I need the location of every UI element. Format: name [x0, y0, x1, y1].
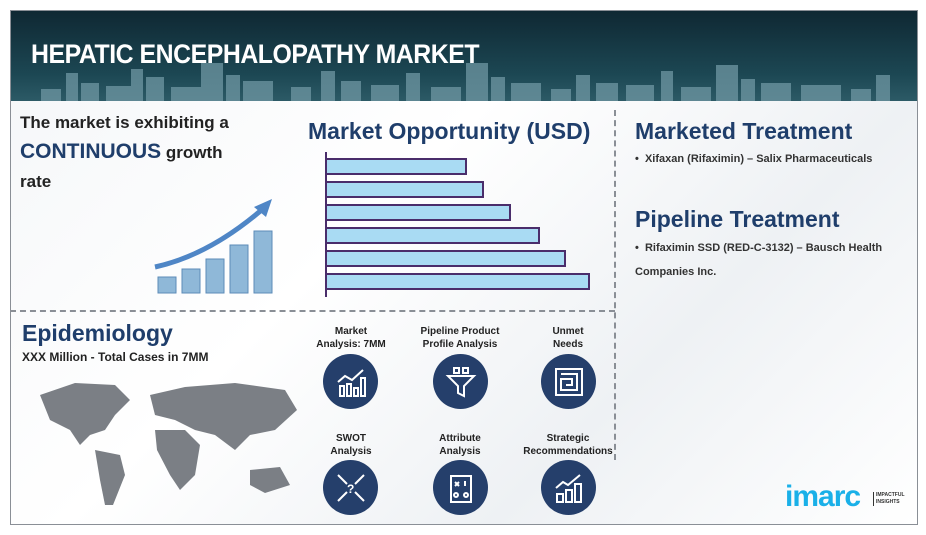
divider — [10, 310, 615, 312]
svg-text:?: ? — [347, 482, 354, 496]
service-label: Unmet Needs — [513, 325, 623, 351]
service-label: Pipeline Product Profile Analysis — [405, 325, 515, 351]
service-label: Strategic Recommendations — [513, 432, 623, 458]
logo-tagline: IMPACTFUL INSIGHTS — [873, 492, 905, 506]
growth-line1: The market is exhibiting a — [20, 113, 229, 132]
imarc-logo: imarc — [785, 480, 861, 513]
funnel-icon — [433, 354, 488, 409]
service-label-line1: Market — [334, 326, 368, 337]
pipeline-item: • Rifaximin SSD (RED-C-3132) – Bausch He… — [635, 242, 883, 278]
marketed-item: • Xifaxan (Rifaximin) – Salix Pharmaceut… — [635, 153, 873, 165]
maze-icon — [541, 354, 596, 409]
epidemiology-subtitle: XXX Million - Total Cases in 7MM — [22, 350, 209, 364]
opportunity-bar — [327, 158, 467, 175]
service-label-line2: Needs — [552, 339, 583, 350]
growth-emphasis: CONTINUOUS — [20, 140, 162, 163]
tagline-line2: INSIGHTS — [876, 499, 900, 505]
service-label-line2: Profile Analysis — [422, 339, 498, 350]
service-label-line1: Strategic — [546, 433, 590, 444]
pipeline-item-text: Rifaximin SSD (RED-C-3132) – Bausch Heal… — [635, 242, 883, 278]
service-label: SWOT Analysis — [296, 432, 406, 458]
marketed-treatment-title: Marketed Treatment — [635, 118, 853, 144]
service-label-line1: Unmet — [552, 326, 584, 337]
growth-line2: growth — [165, 143, 223, 162]
tagline-line1: IMPACTFUL — [876, 492, 905, 498]
clipboard-icon — [433, 460, 488, 515]
service-label-line2: Analysis — [439, 446, 481, 457]
epidemiology-title: Epidemiology — [22, 320, 173, 346]
service-label-line2: Analysis: 7MM — [316, 339, 386, 350]
growth-statement: The market is exhibiting a CONTINUOUS gr… — [20, 108, 270, 196]
swot-icon: ? — [323, 460, 378, 515]
marketed-item-text: Xifaxan (Rifaximin) – Salix Pharmaceutic… — [644, 153, 873, 165]
opportunity-bar — [327, 181, 484, 198]
service-label: Attribute Analysis — [405, 432, 515, 458]
service-label-line1: SWOT — [336, 433, 366, 444]
service-label: Market Analysis: 7MM — [296, 325, 406, 351]
market-opportunity-title: Market Opportunity (USD) — [308, 118, 591, 144]
page-title: HEPATIC ENCEPHALOPATHY MARKET — [31, 39, 480, 69]
pipeline-treatment-title: Pipeline Treatment — [635, 206, 840, 232]
skyline-illustration — [41, 63, 890, 101]
chart-icon — [323, 354, 378, 409]
opportunity-bar — [327, 227, 540, 244]
opportunity-bar — [327, 250, 566, 267]
growth-line3: rate — [20, 172, 52, 191]
service-label-line2: Recommendations — [523, 446, 613, 457]
service-label-line1: Attribute — [439, 433, 481, 444]
service-label-line2: Analysis — [330, 446, 372, 457]
opportunity-bar — [327, 273, 590, 290]
growth-bars-icon — [154, 199, 273, 294]
chart-axis — [325, 152, 327, 297]
growth-icon — [541, 460, 596, 515]
header-banner: HEPATIC ENCEPHALOPATHY MARKET — [11, 11, 917, 101]
divider — [614, 110, 616, 460]
opportunity-bar — [327, 204, 511, 221]
service-label-line1: Pipeline Product — [420, 326, 500, 337]
world-map-icon — [40, 383, 297, 505]
